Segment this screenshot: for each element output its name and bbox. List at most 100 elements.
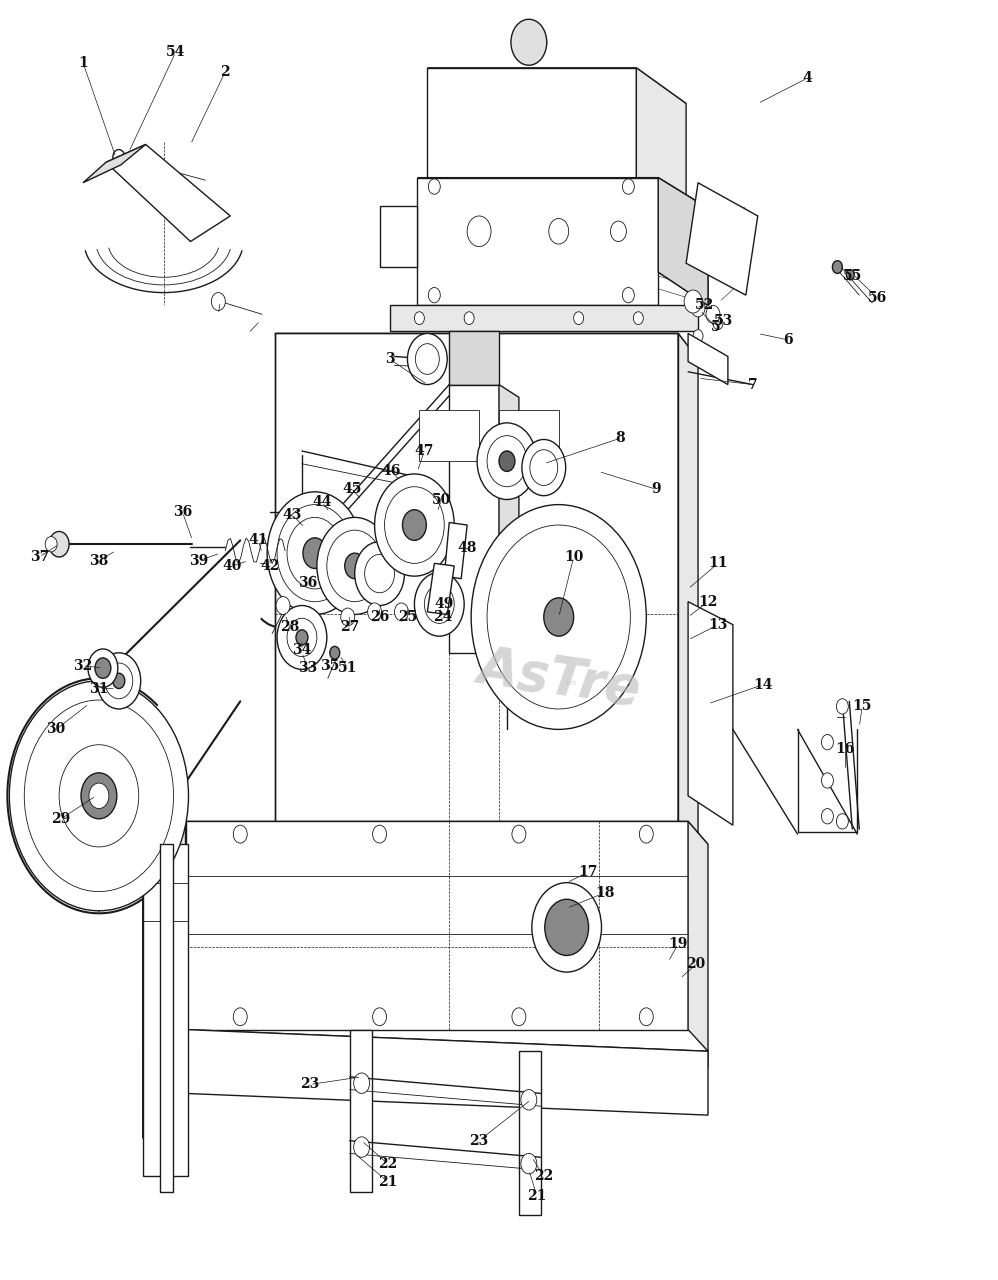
Polygon shape [449, 384, 499, 653]
Text: 49: 49 [434, 598, 454, 612]
Text: 5: 5 [712, 320, 721, 334]
Text: 33: 33 [298, 660, 317, 675]
Circle shape [212, 293, 226, 311]
Circle shape [487, 435, 527, 486]
Text: 7: 7 [748, 378, 757, 392]
Circle shape [706, 306, 720, 324]
Text: 40: 40 [223, 559, 242, 573]
Text: 30: 30 [47, 722, 66, 736]
Circle shape [267, 492, 362, 614]
Circle shape [317, 517, 392, 614]
Polygon shape [275, 334, 698, 358]
Text: 23: 23 [300, 1078, 319, 1092]
Polygon shape [637, 68, 686, 212]
Text: 3: 3 [384, 352, 394, 366]
Polygon shape [499, 384, 519, 653]
Circle shape [611, 221, 627, 242]
Text: 27: 27 [340, 621, 359, 634]
Circle shape [59, 745, 139, 847]
Circle shape [407, 334, 447, 384]
Text: 48: 48 [457, 541, 477, 556]
Circle shape [713, 317, 723, 330]
Text: 16: 16 [835, 741, 855, 755]
Text: 50: 50 [432, 493, 451, 507]
Circle shape [415, 344, 439, 374]
Polygon shape [688, 822, 708, 1051]
Circle shape [234, 826, 248, 844]
Polygon shape [143, 822, 186, 1051]
Circle shape [353, 1137, 369, 1157]
Polygon shape [499, 410, 559, 461]
Circle shape [88, 649, 118, 687]
Circle shape [374, 474, 454, 576]
Circle shape [428, 179, 440, 195]
Circle shape [89, 783, 109, 809]
Text: 35: 35 [320, 658, 339, 672]
Text: 32: 32 [74, 658, 93, 672]
Circle shape [544, 598, 574, 636]
Circle shape [24, 700, 174, 892]
Text: 22: 22 [534, 1170, 554, 1184]
Polygon shape [389, 306, 698, 332]
Text: 55: 55 [842, 269, 862, 283]
Polygon shape [519, 1051, 541, 1215]
Text: 24: 24 [432, 611, 452, 625]
Text: 31: 31 [89, 681, 109, 695]
Circle shape [364, 554, 394, 593]
Text: 53: 53 [715, 314, 734, 328]
Circle shape [424, 585, 454, 623]
Polygon shape [83, 145, 146, 183]
Polygon shape [686, 183, 757, 296]
Circle shape [9, 681, 189, 911]
Text: 39: 39 [189, 554, 208, 568]
Text: 11: 11 [709, 557, 728, 571]
Polygon shape [449, 332, 499, 384]
Circle shape [467, 216, 491, 247]
Circle shape [367, 603, 381, 621]
Polygon shape [688, 602, 733, 826]
Circle shape [344, 553, 364, 579]
Polygon shape [659, 178, 708, 306]
Text: 18: 18 [595, 886, 614, 900]
Polygon shape [186, 822, 688, 1029]
Text: 1: 1 [78, 56, 88, 69]
Circle shape [821, 735, 833, 750]
Text: 6: 6 [782, 333, 792, 347]
Polygon shape [349, 1029, 371, 1192]
Circle shape [303, 538, 326, 568]
Circle shape [277, 605, 326, 669]
Circle shape [512, 826, 526, 844]
Text: 54: 54 [166, 46, 186, 59]
Circle shape [623, 179, 635, 195]
Text: 19: 19 [669, 937, 688, 951]
Circle shape [45, 536, 57, 552]
Polygon shape [427, 68, 637, 178]
Text: 25: 25 [398, 611, 417, 625]
Circle shape [402, 509, 426, 540]
Polygon shape [275, 334, 678, 826]
Polygon shape [186, 1029, 708, 1068]
Circle shape [464, 312, 474, 325]
Text: 21: 21 [527, 1189, 547, 1203]
Polygon shape [659, 178, 708, 306]
Circle shape [634, 312, 644, 325]
Text: 46: 46 [382, 465, 401, 479]
Circle shape [477, 422, 537, 499]
Text: 36: 36 [173, 506, 193, 520]
Circle shape [640, 1007, 654, 1025]
Circle shape [574, 312, 584, 325]
Circle shape [113, 673, 125, 689]
Polygon shape [143, 822, 186, 1138]
Circle shape [836, 699, 848, 714]
Circle shape [414, 312, 424, 325]
Circle shape [394, 603, 408, 621]
Circle shape [296, 630, 308, 645]
Circle shape [372, 1007, 386, 1025]
Circle shape [545, 900, 589, 955]
Text: 56: 56 [867, 291, 887, 305]
Text: 34: 34 [292, 644, 311, 657]
Polygon shape [678, 334, 698, 847]
Circle shape [821, 809, 833, 824]
Text: 41: 41 [249, 534, 267, 548]
Circle shape [414, 572, 464, 636]
